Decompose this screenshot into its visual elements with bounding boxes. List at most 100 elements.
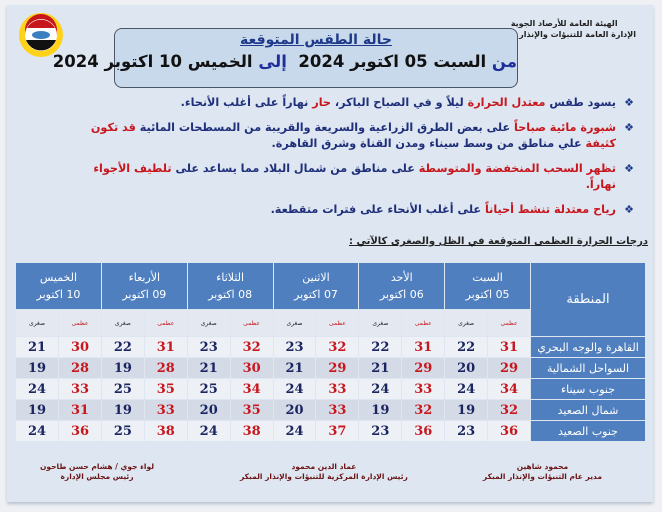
diamond-bullet-icon: ❖ bbox=[624, 162, 634, 175]
max-temp: 31 bbox=[144, 337, 187, 357]
min-temp: 22 bbox=[101, 337, 144, 357]
region-name: السواحل الشمالية bbox=[531, 358, 645, 378]
diamond-bullet-icon: ❖ bbox=[624, 96, 634, 109]
max-temp: 34 bbox=[230, 379, 273, 399]
highlight-text: معتدل الحرارة bbox=[467, 96, 546, 109]
max-temp: 31 bbox=[488, 337, 530, 357]
max-temp: 36 bbox=[402, 421, 445, 441]
forecast-bullet: ❖ تظهر السحب المنخفضة والمتوسطة على مناطق… bbox=[74, 161, 634, 193]
max-label: عظمى bbox=[144, 310, 187, 336]
signature-2: عماد الدين محمود رئيس الإدارة المركزية ل… bbox=[240, 462, 408, 482]
signature-name: محمود شاهين bbox=[516, 462, 569, 471]
max-temp: 37 bbox=[316, 421, 359, 441]
min-temp: 19 bbox=[445, 400, 488, 420]
day-name: الخميس bbox=[39, 271, 78, 284]
table-row: شمال الصعيد 32 19 32 19 33 20 35 20 33 19 31 19 bbox=[16, 400, 645, 420]
max-temp: 33 bbox=[59, 379, 101, 399]
min-temp: 23 bbox=[445, 421, 488, 441]
bullet-text: يسود طقس bbox=[545, 96, 616, 109]
signature-name: لواء جوي / هشام حسن طاحون bbox=[40, 462, 155, 471]
min-label: صغرى bbox=[187, 310, 230, 336]
region-header: المنطقة bbox=[531, 263, 645, 336]
max-label: عظمى bbox=[59, 310, 101, 336]
min-temp: 24 bbox=[359, 379, 402, 399]
max-temp: 29 bbox=[316, 358, 359, 378]
region-name: جنوب الصعيد bbox=[531, 421, 645, 441]
min-temp: 23 bbox=[273, 337, 316, 357]
min-temp: 19 bbox=[16, 358, 59, 378]
min-temp: 19 bbox=[101, 400, 144, 420]
from-date: السبت 05 اكتوبر 2024 bbox=[298, 52, 487, 71]
min-temp: 25 bbox=[187, 379, 230, 399]
min-temp: 23 bbox=[187, 337, 230, 357]
max-temp: 36 bbox=[59, 421, 101, 441]
region-name: شمال الصعيد bbox=[531, 400, 645, 420]
region-name: جنوب سيناء bbox=[531, 379, 645, 399]
forecast-bullet: ❖ رياح معتدلة تنشط أحياناً على أغلب الأنح… bbox=[74, 202, 634, 218]
org-line-1: الهيئة العامة للأرصاد الجوية bbox=[510, 19, 618, 28]
max-label: عظمى bbox=[402, 310, 445, 336]
table-caption: درجات الحرارة العظمى المتوقعة في الظل وا… bbox=[348, 236, 648, 247]
min-label: صغرى bbox=[359, 310, 402, 336]
max-temp: 29 bbox=[402, 358, 445, 378]
min-temp: 24 bbox=[16, 379, 59, 399]
from-label: من bbox=[491, 52, 517, 71]
signature-1: محمود شاهين مدير عام التنبؤات والإنذار ا… bbox=[483, 462, 602, 482]
min-temp: 24 bbox=[273, 379, 316, 399]
min-temp: 24 bbox=[273, 421, 316, 441]
signature-title: رئيس الإدارة المركزية للتنبؤات والإنذار … bbox=[240, 472, 408, 481]
min-temp: 21 bbox=[359, 358, 402, 378]
max-temp: 29 bbox=[488, 358, 530, 378]
max-temp: 31 bbox=[402, 337, 445, 357]
day-name: الأحد bbox=[390, 271, 413, 284]
max-temp: 32 bbox=[488, 400, 530, 420]
day-header: السبت 05 اكتوبر bbox=[445, 263, 530, 309]
min-temp: 21 bbox=[16, 337, 59, 357]
max-temp: 38 bbox=[144, 421, 187, 441]
max-temp: 34 bbox=[488, 379, 530, 399]
day-header: الاثنين 07 اكتوبر bbox=[273, 263, 359, 309]
max-label: عظمى bbox=[230, 310, 273, 336]
day-name: الثلاثاء bbox=[216, 271, 245, 284]
diamond-bullet-icon: ❖ bbox=[624, 121, 634, 134]
max-temp: 33 bbox=[144, 400, 187, 420]
min-temp: 20 bbox=[273, 400, 316, 420]
bullet-text: علي مناطق من وسط سيناء ومدن القناة وشرق … bbox=[271, 137, 586, 150]
forecast-bullet: ❖ شبورة مائية صباحاً على بعض الطرق الزراع… bbox=[74, 120, 634, 152]
min-temp: 20 bbox=[187, 400, 230, 420]
max-temp: 28 bbox=[59, 358, 101, 378]
signature-3: لواء جوي / هشام حسن طاحون رئيس مجلس الإد… bbox=[40, 462, 154, 482]
min-temp: 22 bbox=[359, 337, 402, 357]
max-temp: 32 bbox=[316, 337, 359, 357]
org-line-2: الإدارة العامة للتنبؤات والإنذار المبكر bbox=[492, 30, 636, 39]
min-temp: 24 bbox=[445, 379, 488, 399]
day-name: الأربعاء bbox=[128, 271, 161, 284]
min-temp: 21 bbox=[187, 358, 230, 378]
min-temp: 20 bbox=[445, 358, 488, 378]
day-date: 07 اكتوبر bbox=[294, 288, 338, 301]
min-temp: 22 bbox=[445, 337, 488, 357]
day-date: 09 اكتوبر bbox=[122, 288, 167, 301]
page-title: حالة الطقس المتوقعة bbox=[240, 32, 392, 48]
title-box: حالة الطقس المتوقعة من السبت 05 اكتوبر 2… bbox=[53, 28, 518, 88]
max-temp: 36 bbox=[488, 421, 530, 441]
signature-name: عماد الدين محمود bbox=[291, 462, 357, 471]
highlight-text: تلطيف الأجواء نهاراً. bbox=[93, 162, 616, 191]
bullet-text: نهاراً على أغلب الأنحاء. bbox=[180, 96, 313, 109]
min-temp: 19 bbox=[359, 400, 402, 420]
min-temp: 25 bbox=[101, 379, 144, 399]
max-temp: 31 bbox=[59, 400, 101, 420]
signature-title: مدير عام التنبؤات والإنذار المبكر bbox=[482, 472, 602, 481]
max-temp: 28 bbox=[144, 358, 187, 378]
day-date: 10 اكتوبر bbox=[36, 288, 81, 301]
day-date: 08 اكتوبر bbox=[208, 288, 253, 301]
max-temp: 35 bbox=[144, 379, 187, 399]
temperature-table: المنطقة السبت 05 اكتوبر الأحد 06 اكتوبر الاثن… bbox=[15, 262, 646, 442]
min-label: صغرى bbox=[273, 310, 316, 336]
highlight-text: تظهر السحب المنخفضة والمتوسطة bbox=[418, 162, 616, 175]
region-name: القاهرة والوجه البحري bbox=[531, 337, 645, 357]
min-label: صغرى bbox=[445, 310, 488, 336]
ema-logo bbox=[18, 12, 64, 58]
date-range: من السبت 05 اكتوبر 2024 إلى الخميس 10 اك… bbox=[53, 52, 517, 71]
max-temp: 35 bbox=[230, 400, 273, 420]
